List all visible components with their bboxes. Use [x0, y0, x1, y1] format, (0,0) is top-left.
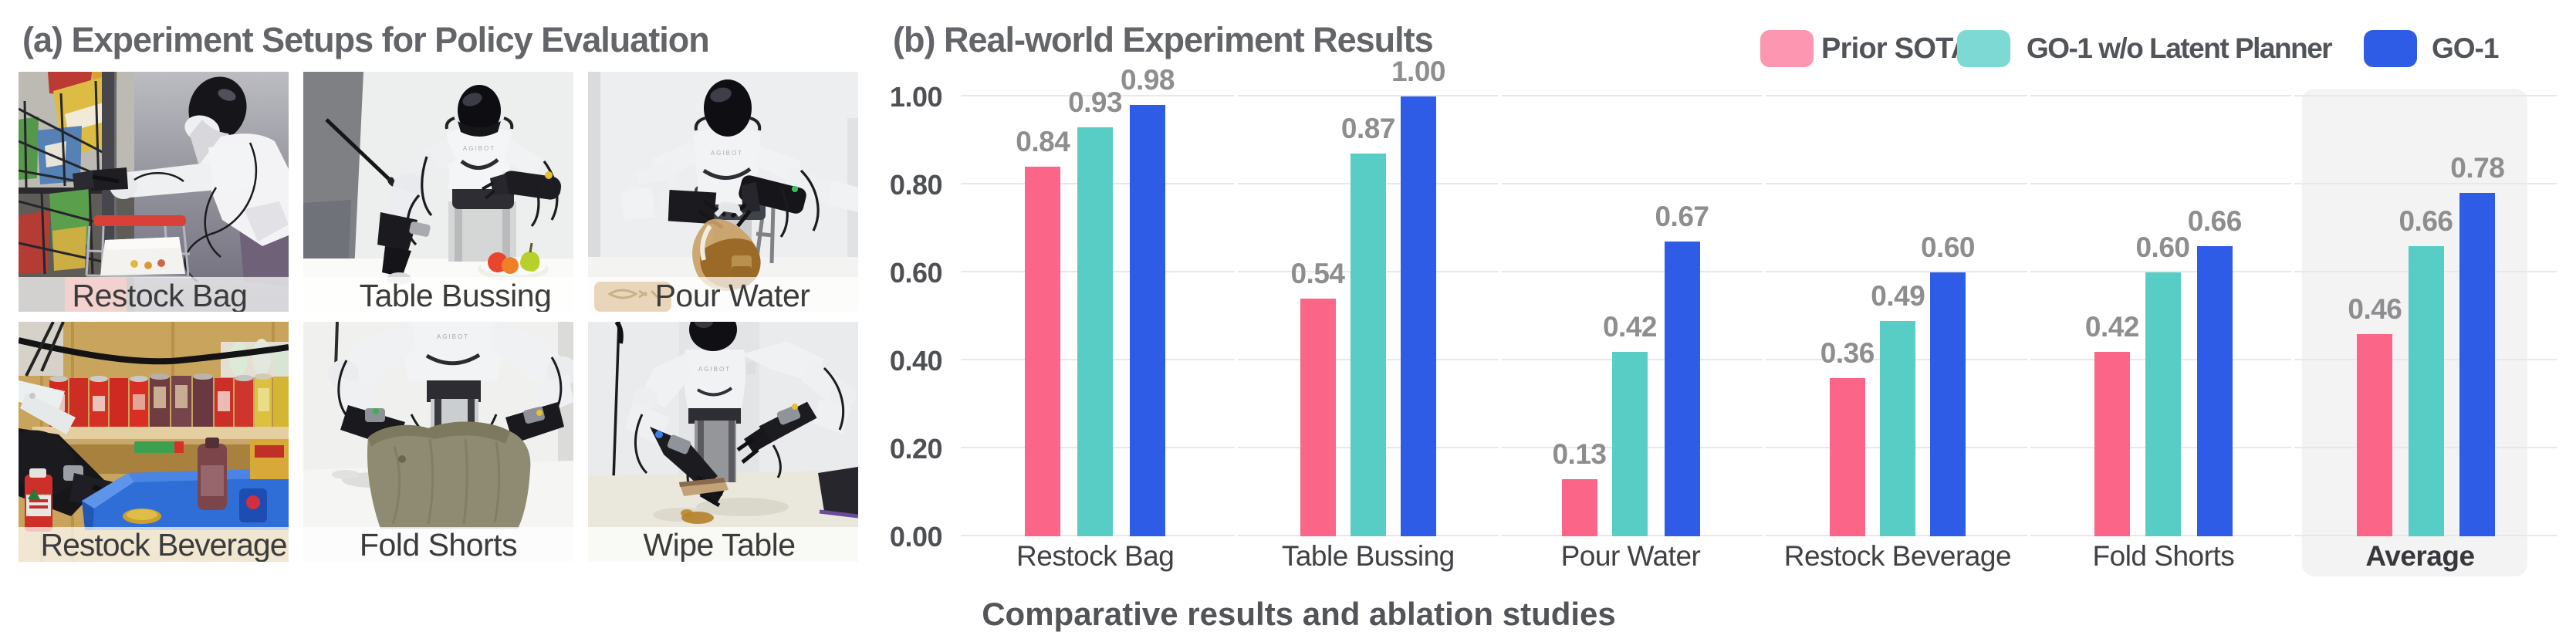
- svg-text:AGIBOT: AGIBOT: [698, 366, 731, 373]
- svg-text:Wipe Table: Wipe Table: [643, 527, 795, 562]
- svg-text:Pour Water: Pour Water: [655, 278, 810, 312]
- svg-text:AGIBOT: AGIBOT: [437, 333, 469, 340]
- svg-text:AGIBOT: AGIBOT: [463, 145, 495, 152]
- svg-text:Table Bussing: Table Bussing: [360, 278, 552, 312]
- svg-text:Restock Bag: Restock Bag: [73, 278, 248, 312]
- svg-text:AGIBOT: AGIBOT: [711, 150, 743, 157]
- svg-text:Restock Beverage: Restock Beverage: [40, 527, 286, 562]
- svg-text:Fold Shorts: Fold Shorts: [360, 527, 517, 562]
